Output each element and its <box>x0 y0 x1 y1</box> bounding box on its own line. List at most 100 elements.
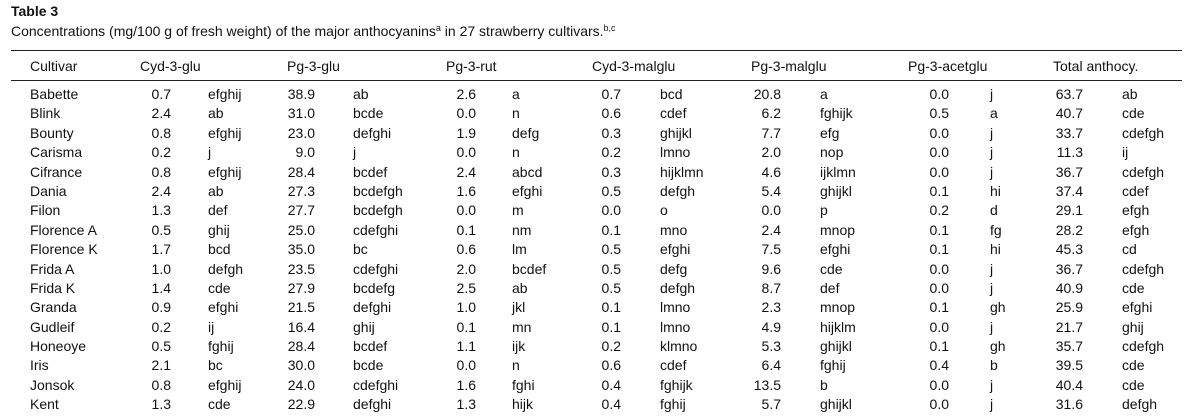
cell-pg-3-glu-letters: bcde <box>353 357 384 374</box>
cell-total-anthocy-letters: efgh <box>1122 202 1150 219</box>
cell-cyd-3-malglu-value: 0.2 <box>601 338 621 355</box>
cell-cyd-3-glu-value: 0.2 <box>151 318 171 335</box>
cell-pg-3-malglu-value: 13.5 <box>753 376 781 393</box>
cell-pg-3-glu-value: 23.5 <box>287 260 315 277</box>
cell-total-anthocy-letters: efghi <box>1122 299 1153 316</box>
cell-pg-3-rut-value: 0.0 <box>456 144 476 161</box>
cell-cyd-3-malglu-letters: lmno <box>660 144 691 161</box>
caption-text: Concentrations (mg/100 g of fresh weight… <box>11 23 436 39</box>
cell-pg-3-glu-letters: bcdef <box>353 338 388 355</box>
cell-total-anthocy-letters: cde <box>1122 376 1145 393</box>
cell-pg-3-rut-letters: nm <box>512 221 532 238</box>
cell-cyd-3-glu-letters: ab <box>208 105 224 122</box>
cell-pg-3-glu-letters: bc <box>353 241 368 258</box>
cell-pg-3-glu-letters: defghi <box>353 299 392 316</box>
cell-pg-3-acetglu-letters: j <box>990 318 994 335</box>
cell-pg-3-glu-value: 28.4 <box>287 338 315 355</box>
cell-pg-3-glu-value: 38.9 <box>287 86 315 102</box>
cell-pg-3-malglu-value: 8.7 <box>761 279 781 296</box>
cell-total-anthocy-value: 29.1 <box>1055 202 1083 219</box>
cell-cyd-3-glu-letters: fghij <box>208 338 234 355</box>
cell-cyd-3-glu-letters: efghij <box>208 163 242 180</box>
cell-cultivar: Honeoye <box>30 338 87 355</box>
cell-pg-3-glu-value: 9.0 <box>295 144 315 161</box>
cell-total-anthocy-letters: cd <box>1122 241 1137 258</box>
cell-cyd-3-glu-value: 0.2 <box>151 144 171 161</box>
cell-cyd-3-glu-value: 0.8 <box>151 124 171 141</box>
cell-pg-3-acetglu-letters: j <box>990 163 994 180</box>
table-row: Carisma 0.2 j 9.0 j 0.0 n 0.2 lmno 2.0 nop 0.0 j 11.3… <box>0 143 1192 162</box>
cell-cyd-3-glu-value: 2.4 <box>151 105 171 122</box>
cell-cyd-3-malglu-letters: bcd <box>660 86 683 102</box>
cell-pg-3-glu-letters: bcdefgh <box>353 202 403 219</box>
cell-pg-3-malglu-value: 2.0 <box>761 144 781 161</box>
cell-pg-3-rut-value: 0.1 <box>456 221 476 238</box>
cell-pg-3-glu-letters: j <box>353 144 357 161</box>
cell-total-anthocy-value: 63.7 <box>1055 86 1083 102</box>
cell-pg-3-malglu-letters: hijklm <box>820 318 856 335</box>
cell-cyd-3-glu-letters: cde <box>208 396 231 413</box>
cell-pg-3-acetglu-letters: j <box>990 86 994 102</box>
cell-pg-3-acetglu-value: 0.1 <box>929 221 949 238</box>
cell-cyd-3-glu-letters: ghij <box>208 221 230 238</box>
cell-pg-3-rut-letters: hijk <box>512 396 534 413</box>
cell-pg-3-rut-letters: bcdef <box>512 260 547 277</box>
table-row: Iris 2.1 bc 30.0 bcde 0.0 n 0.6 cdef 6.4 fghij 0.4 b… <box>0 356 1192 375</box>
header-cyd-3-malglu: Cyd-3-malglu <box>592 58 676 74</box>
cell-cultivar: Granda <box>30 299 77 316</box>
table-row: Dania 2.4 ab 27.3 bcdefgh 1.6 efghi 0.5 defgh 5.4… <box>0 182 1192 201</box>
cell-pg-3-malglu-value: 4.9 <box>761 318 781 335</box>
cell-pg-3-glu-value: 31.0 <box>287 105 315 122</box>
cell-cultivar: Jonsok <box>30 376 75 393</box>
cell-cyd-3-malglu-letters: o <box>660 202 668 219</box>
cell-pg-3-rut-letters: efghi <box>512 182 543 199</box>
cell-cyd-3-glu-value: 0.5 <box>151 221 171 238</box>
cell-cyd-3-glu-letters: ij <box>208 318 215 335</box>
cell-pg-3-malglu-value: 6.4 <box>761 357 781 374</box>
cell-cyd-3-malglu-value: 0.1 <box>601 221 621 238</box>
cell-pg-3-rut-value: 2.5 <box>456 279 476 296</box>
cell-cyd-3-malglu-value: 0.3 <box>601 163 621 180</box>
cell-cyd-3-malglu-letters: lmno <box>660 318 691 335</box>
cell-cyd-3-malglu-letters: mno <box>660 221 688 238</box>
cell-pg-3-rut-letters: abcd <box>512 163 543 180</box>
cell-cyd-3-glu-letters: efghi <box>208 299 239 316</box>
cell-pg-3-acetglu-value: 0.0 <box>929 144 949 161</box>
cell-pg-3-glu-value: 27.7 <box>287 202 315 219</box>
cell-pg-3-malglu-value: 2.3 <box>761 299 781 316</box>
cell-pg-3-rut-letters: ijk <box>512 338 526 355</box>
cell-pg-3-malglu-letters: ghijkl <box>820 182 852 199</box>
cell-total-anthocy-value: 36.7 <box>1055 163 1083 180</box>
cell-pg-3-malglu-letters: mnop <box>820 221 856 238</box>
cell-total-anthocy-value: 45.3 <box>1055 241 1083 258</box>
cell-cultivar: Cifrance <box>30 163 83 180</box>
cell-pg-3-malglu-letters: nop <box>820 144 844 161</box>
cell-cyd-3-malglu-letters: defgh <box>660 279 696 296</box>
cell-pg-3-glu-value: 25.0 <box>287 221 315 238</box>
cell-total-anthocy-letters: cde <box>1122 105 1145 122</box>
table-caption: Concentrations (mg/100 g of fresh weight… <box>11 23 616 40</box>
cell-cyd-3-malglu-letters: fghijk <box>660 376 693 393</box>
cell-pg-3-malglu-value: 0.0 <box>761 202 781 219</box>
cell-total-anthocy-letters: ab <box>1122 86 1138 102</box>
cell-pg-3-glu-value: 24.0 <box>287 376 315 393</box>
cell-cyd-3-malglu-value: 0.1 <box>601 318 621 335</box>
cell-total-anthocy-value: 40.4 <box>1055 376 1083 393</box>
cell-pg-3-acetglu-value: 0.4 <box>929 357 949 374</box>
cell-total-anthocy-value: 37.4 <box>1055 182 1083 199</box>
cell-pg-3-rut-letters: jkl <box>512 299 526 316</box>
header-pg-3-rut: Pg-3-rut <box>446 58 497 74</box>
cell-pg-3-acetglu-letters: j <box>990 376 994 393</box>
cell-cultivar: Frida K <box>30 279 76 296</box>
cell-cyd-3-malglu-value: 0.5 <box>601 182 621 199</box>
cell-cultivar: Bounty <box>30 124 74 141</box>
cell-cultivar: Iris <box>30 357 49 374</box>
cell-pg-3-glu-letters: ghij <box>353 318 375 335</box>
cell-pg-3-acetglu-value: 0.0 <box>929 396 949 413</box>
cell-pg-3-glu-value: 21.5 <box>287 299 315 316</box>
cell-pg-3-rut-value: 0.6 <box>456 241 476 258</box>
cell-cyd-3-glu-letters: efghij <box>208 86 242 102</box>
cell-pg-3-acetglu-letters: j <box>990 396 994 413</box>
table-row: Frida K 1.4 cde 27.9 bcdefg 2.5 ab 0.5 defgh 8.7 d… <box>0 279 1192 298</box>
table-row: Jonsok 0.8 efghij 24.0 cdefghi 1.6 fghi 0.4 fghi… <box>0 376 1192 395</box>
